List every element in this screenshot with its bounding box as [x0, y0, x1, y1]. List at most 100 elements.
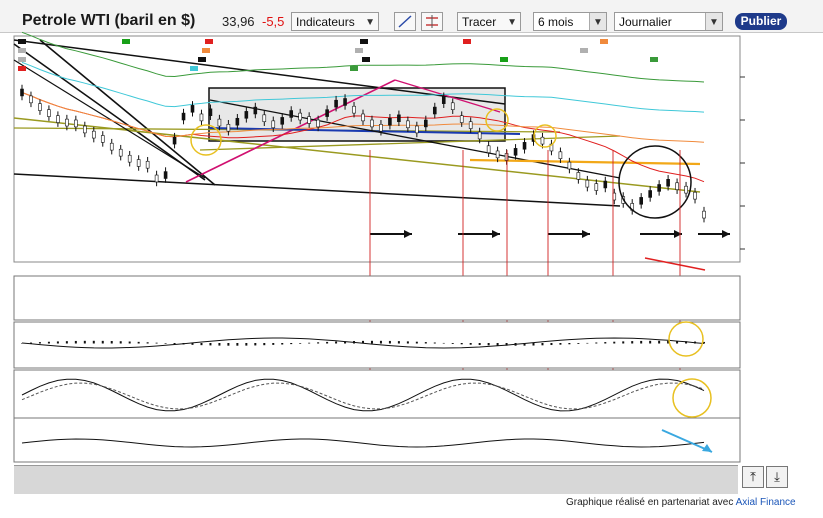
price-candle: [540, 136, 545, 145]
price-candle: [406, 120, 410, 129]
time-scrollbar[interactable]: [14, 465, 738, 494]
annotation-circle: [672, 378, 712, 418]
price-candle: [38, 103, 42, 111]
zoom-out-button[interactable]: ⤓: [766, 466, 788, 488]
macd-bar: [523, 343, 526, 346]
macd-bar: [245, 343, 248, 346]
macd-bar: [290, 343, 293, 345]
price-candle: [495, 150, 500, 159]
macd-bar: [685, 341, 688, 344]
macd-bar: [658, 340, 661, 344]
macd-bar: [65, 341, 68, 344]
macd-bar: [442, 342, 445, 344]
draw-dropdown[interactable]: Tracer ▼: [457, 12, 521, 31]
macd-bar: [38, 342, 41, 344]
price-candle: [65, 118, 69, 127]
price-candle: [567, 161, 572, 170]
macd-bar: [155, 342, 158, 344]
chevron-down-icon: ▼: [705, 13, 722, 30]
chevron-down-icon: ▼: [589, 13, 606, 30]
indicators-dropdown[interactable]: Indicateurs ▼: [291, 12, 379, 31]
period-select[interactable]: 6 mois ▼: [533, 12, 607, 31]
legend-swatch: [500, 57, 508, 62]
annotation-circle: [485, 108, 509, 132]
macd-bar: [317, 342, 320, 344]
macd-bar: [254, 343, 257, 346]
macd-bar: [56, 341, 59, 344]
stoch-k-line: [21, 378, 705, 412]
price-candle: [513, 148, 518, 156]
credit-line: Graphique réalisé en partenariat avec Ax…: [566, 497, 796, 508]
price-candle: [666, 179, 670, 187]
macd-bar: [164, 343, 167, 344]
macd-bar: [110, 340, 113, 344]
price-candle: [370, 119, 374, 128]
macd-bar: [586, 342, 589, 344]
macd-bar: [272, 343, 275, 345]
macd-bar: [308, 342, 311, 344]
macd-bar: [83, 340, 86, 344]
panel-frame: [13, 275, 741, 321]
macd-bar: [101, 340, 104, 344]
price-candle: [648, 190, 652, 198]
page-title: Petrole WTI (baril en $): [22, 12, 196, 29]
macd-bar: [119, 341, 122, 344]
arrow-head: [674, 230, 682, 238]
price-candle: [271, 120, 276, 129]
arrow-head: [722, 230, 730, 238]
price-candle: [441, 96, 446, 104]
arrow-head: [404, 230, 412, 238]
macd-bar: [703, 341, 705, 344]
panel-frame: [13, 369, 741, 419]
macd-bar: [218, 343, 221, 346]
ma100-line: [21, 61, 705, 113]
price-candle: [127, 154, 132, 163]
macd-bar: [191, 343, 194, 345]
price-candle: [639, 197, 643, 205]
trendline-tool-button[interactable]: [394, 12, 416, 31]
price-candle: [109, 142, 114, 151]
price-candle: [576, 172, 581, 180]
price-candle: [208, 108, 213, 116]
legend-swatch: [18, 66, 26, 71]
trend-line: [13, 173, 621, 207]
interval-select[interactable]: Journalier ▼: [614, 12, 723, 31]
macd-bar: [550, 343, 553, 346]
credit-link[interactable]: Axial Finance: [735, 497, 796, 508]
legend-swatch: [362, 57, 370, 62]
macd-bar: [478, 343, 481, 346]
price-candle: [118, 148, 123, 157]
price-candle: [486, 145, 491, 153]
publish-button[interactable]: Publier: [735, 13, 787, 30]
price-candle: [603, 180, 608, 189]
panel-frame: [13, 321, 741, 369]
price-candle: [190, 105, 195, 113]
trend-line: [199, 135, 621, 151]
macd-bar: [577, 343, 580, 344]
price-candle: [74, 119, 78, 128]
legend-swatch: [360, 39, 368, 44]
price-candle: [702, 210, 706, 219]
credit-text: Graphique réalisé en partenariat avec: [566, 497, 734, 508]
panel-frame: [13, 417, 741, 463]
trend-line: [13, 59, 206, 179]
price-candle: [397, 114, 401, 123]
price-candle: [468, 121, 473, 129]
legend-swatch: [18, 57, 26, 62]
macd-bar: [406, 341, 409, 344]
draw-label: Tracer: [462, 15, 497, 29]
macd-bar: [496, 343, 499, 346]
zoom-in-button[interactable]: ⤒: [742, 466, 764, 488]
legend-swatch: [198, 57, 206, 62]
price-candle: [432, 106, 437, 115]
price-candle: [585, 179, 590, 188]
price-candle: [325, 109, 329, 117]
price-candle: [280, 117, 285, 125]
macd-bar: [451, 343, 454, 344]
macd-bar: [236, 343, 239, 346]
price-candle: [334, 99, 338, 108]
price-candle: [361, 113, 365, 122]
price-candle: [415, 125, 419, 134]
channel-tool-button[interactable]: [421, 12, 443, 31]
